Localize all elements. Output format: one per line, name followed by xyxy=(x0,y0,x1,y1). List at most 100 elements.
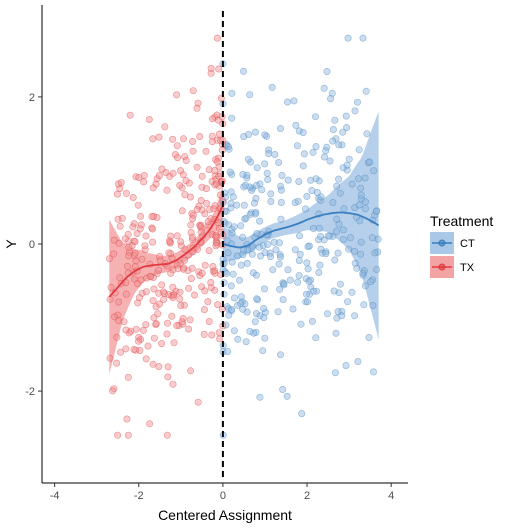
data-point-tx xyxy=(215,172,223,180)
data-point-ct xyxy=(240,201,248,209)
data-point-ct xyxy=(237,293,245,301)
data-point-ct xyxy=(317,232,325,240)
data-point-ct xyxy=(276,253,284,261)
data-point-tx xyxy=(149,225,157,233)
data-point-ct xyxy=(220,279,228,287)
data-point-ct xyxy=(233,252,241,260)
data-point-tx xyxy=(148,213,156,221)
data-point-ct xyxy=(237,261,245,269)
data-point-ct xyxy=(242,338,250,346)
data-point-tx xyxy=(132,325,140,333)
data-point-tx xyxy=(208,132,216,140)
data-point-ct xyxy=(286,276,294,284)
data-point-ct xyxy=(227,188,235,196)
data-point-tx xyxy=(176,181,184,189)
data-point-tx xyxy=(180,135,188,143)
data-point-ct xyxy=(296,250,304,258)
data-point-ct xyxy=(331,116,339,124)
data-point-ct xyxy=(263,169,271,177)
data-point-ct xyxy=(264,240,272,248)
data-point-tx xyxy=(155,363,163,371)
data-point-tx xyxy=(177,167,185,175)
data-point-ct xyxy=(251,318,259,326)
data-point-tx xyxy=(186,316,194,324)
data-point-ct xyxy=(247,158,255,166)
legend-key-point xyxy=(438,263,446,271)
data-point-ct xyxy=(254,296,262,304)
data-point-tx xyxy=(156,300,164,308)
x-tick-label: 0 xyxy=(220,490,226,502)
data-point-ct xyxy=(339,226,347,234)
data-point-ct xyxy=(266,249,274,257)
data-point-tx xyxy=(182,157,190,165)
data-point-tx xyxy=(148,224,156,232)
data-point-ct xyxy=(294,278,302,286)
data-point-ct xyxy=(345,155,353,163)
data-point-tx xyxy=(146,272,154,280)
data-point-tx xyxy=(149,238,157,246)
data-point-tx xyxy=(185,325,193,333)
data-point-ct xyxy=(348,288,356,296)
data-point-tx xyxy=(200,306,208,314)
data-point-ct xyxy=(224,347,232,355)
data-point-tx xyxy=(150,314,158,322)
data-point-ct xyxy=(336,189,344,197)
data-point-tx xyxy=(168,312,176,320)
data-point-tx xyxy=(110,250,118,258)
data-point-ct xyxy=(312,143,320,151)
data-point-ct xyxy=(361,282,369,290)
data-point-ct xyxy=(244,155,252,163)
x-axis-ticks: -4 -2 0 2 4 xyxy=(50,483,394,502)
data-point-ct xyxy=(295,127,303,135)
data-point-ct xyxy=(294,197,302,205)
data-point-ct xyxy=(315,268,323,276)
data-point-tx xyxy=(173,321,181,329)
data-point-ct xyxy=(289,305,297,313)
data-point-ct xyxy=(359,271,367,279)
data-point-ct xyxy=(301,205,309,213)
data-point-ct xyxy=(230,327,238,335)
data-point-tx xyxy=(173,232,181,240)
data-point-ct xyxy=(329,137,337,145)
data-point-tx xyxy=(215,329,223,337)
data-point-ct xyxy=(256,312,264,320)
data-point-tx xyxy=(124,262,132,270)
data-point-ct xyxy=(241,215,249,223)
data-point-ct xyxy=(276,251,284,259)
data-point-ct xyxy=(303,298,311,306)
data-point-tx xyxy=(181,256,189,264)
data-point-ct xyxy=(371,211,379,219)
data-point-ct xyxy=(320,153,328,161)
data-point-tx xyxy=(185,284,193,292)
data-point-tx xyxy=(181,246,189,254)
data-point-ct xyxy=(270,238,278,246)
y-axis-title: Y xyxy=(3,239,19,249)
x-tick-label: 2 xyxy=(304,490,310,502)
data-point-ct xyxy=(224,249,232,257)
data-point-ct xyxy=(342,361,350,369)
data-point-ct xyxy=(355,201,363,209)
data-point-tx xyxy=(189,147,197,155)
data-point-ct xyxy=(316,261,324,269)
data-point-ct xyxy=(322,248,330,256)
data-point-tx xyxy=(145,116,153,124)
data-point-tx xyxy=(176,295,184,303)
data-point-ct xyxy=(357,191,365,199)
data-point-ct xyxy=(228,229,236,237)
data-point-tx xyxy=(135,174,143,182)
data-point-tx xyxy=(176,288,184,296)
data-point-ct xyxy=(248,250,256,258)
data-point-tx xyxy=(120,318,128,326)
data-point-tx xyxy=(156,257,164,265)
data-point-tx xyxy=(169,169,177,177)
data-point-ct xyxy=(293,142,301,150)
data-point-tx xyxy=(153,270,161,278)
data-point-ct xyxy=(291,246,299,254)
data-point-tx xyxy=(187,221,195,229)
data-point-tx xyxy=(198,172,206,180)
data-point-tx xyxy=(188,233,196,241)
data-point-tx xyxy=(158,165,166,173)
data-point-ct xyxy=(243,259,251,267)
legend-entries: CT TX xyxy=(430,232,475,278)
smooth-lines xyxy=(108,205,380,298)
